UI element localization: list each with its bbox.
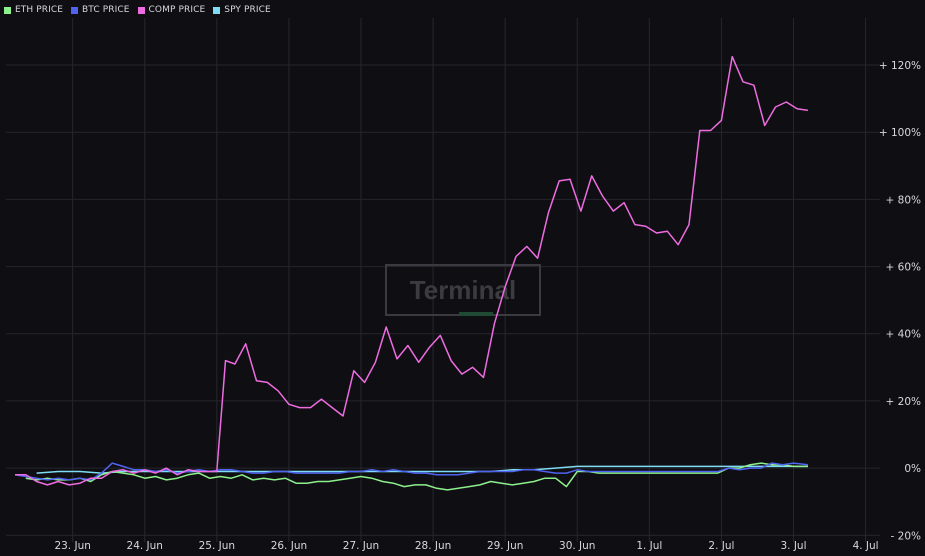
legend-swatch-spy: [213, 6, 221, 14]
y-tick-label: 0%: [904, 463, 921, 475]
x-tick-label: 27. Jun: [343, 540, 379, 552]
y-tick-label: + 120%: [879, 60, 921, 72]
legend-label-btc: BTC PRICE: [82, 5, 130, 15]
chart-legend: ETH PRICE BTC PRICE COMP PRICE SPY PRICE: [4, 2, 271, 18]
x-tick-label: 28. Jun: [415, 540, 451, 552]
legend-swatch-comp: [137, 6, 145, 14]
x-tick-label: 29. Jun: [487, 540, 523, 552]
x-tick-label: 24. Jun: [127, 540, 163, 552]
x-tick-label: 26. Jun: [271, 540, 307, 552]
y-tick-label: + 40%: [886, 329, 921, 341]
x-tick-label: 30. Jun: [559, 540, 595, 552]
legend-swatch-eth: [4, 6, 11, 14]
grid-lines: [6, 18, 880, 542]
legend-label-spy: SPY PRICE: [224, 5, 271, 15]
x-tick-label: 25. Jun: [199, 540, 235, 552]
x-tick-label: 4. Jul: [853, 540, 879, 552]
legend-item-spy[interactable]: SPY PRICE: [213, 5, 271, 15]
terminal-watermark: Terminal: [385, 264, 541, 316]
legend-item-comp[interactable]: COMP PRICE: [137, 5, 206, 15]
y-tick-label: + 20%: [886, 396, 921, 408]
y-tick-label: - 20%: [891, 530, 921, 542]
series-line-comp[interactable]: [15, 55, 809, 486]
legend-swatch-btc: [71, 6, 79, 14]
y-tick-label: + 60%: [886, 262, 921, 274]
x-tick-label: 23. Jun: [54, 540, 90, 552]
y-tick-label: + 100%: [879, 127, 921, 139]
x-axis-ticks: 23. Jun 24. Jun 25. Jun 26. Jun 27. Jun 28. J…: [54, 540, 878, 552]
legend-label-eth: ETH PRICE: [15, 5, 64, 15]
series-line-spy[interactable]: [36, 465, 808, 474]
x-tick-label: 3. Jul: [780, 540, 806, 552]
y-axis-ticks: + 120% + 100% + 80% + 60% + 40% + 20% 0% - 20%: [879, 60, 921, 542]
legend-item-eth[interactable]: ETH PRICE: [4, 5, 63, 15]
watermark-text: Terminal: [410, 275, 516, 305]
x-tick-label: 2. Jul: [708, 540, 734, 552]
series-lines[interactable]: [14, 55, 809, 491]
legend-item-btc[interactable]: BTC PRICE: [71, 5, 130, 15]
x-tick-label: 1. Jul: [636, 540, 662, 552]
legend-label-comp: COMP PRICE: [148, 5, 206, 15]
series-line-eth[interactable]: [25, 462, 808, 491]
y-tick-label: + 80%: [886, 194, 921, 206]
